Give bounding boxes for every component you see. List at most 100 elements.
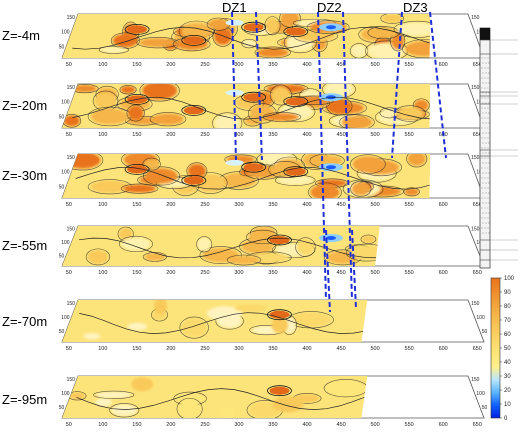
x-tick-label: 600 bbox=[439, 346, 448, 352]
dz1-right-trace bbox=[255, 11, 263, 161]
zone-label-dz3: DZ3 bbox=[403, 0, 428, 15]
value-blob bbox=[120, 86, 136, 94]
colorbar-tick-label: 40 bbox=[504, 360, 511, 366]
x-tick-label: 500 bbox=[371, 132, 380, 138]
x-tick-label: 250 bbox=[200, 132, 209, 138]
slice-data-area bbox=[62, 14, 431, 58]
log-layer bbox=[480, 28, 490, 40]
x-tick-label: 650 bbox=[473, 422, 482, 428]
value-peak bbox=[243, 163, 264, 172]
contour-line bbox=[85, 248, 111, 266]
contour-line bbox=[323, 379, 368, 398]
log-texture bbox=[484, 117, 486, 119]
x-tick-label: 350 bbox=[268, 422, 277, 428]
log-texture bbox=[487, 57, 489, 59]
log-texture bbox=[481, 177, 483, 179]
x-tick-label: 500 bbox=[371, 422, 380, 428]
y-tick-label: 100 bbox=[61, 30, 70, 36]
contour-line bbox=[360, 234, 377, 244]
depth-label-4m: Z=-4m bbox=[2, 28, 40, 43]
log-texture bbox=[481, 87, 483, 89]
contour-line bbox=[76, 388, 365, 410]
x-tick-label: 300 bbox=[234, 346, 243, 352]
x-tick-label: 650 bbox=[473, 132, 482, 138]
dz1-left-trace bbox=[231, 11, 237, 161]
log-texture bbox=[482, 152, 484, 154]
dz2-left-lower bbox=[325, 229, 331, 313]
x-tick-label: 550 bbox=[405, 202, 414, 208]
x-tick-label: 300 bbox=[234, 132, 243, 138]
y-tick-label: 100 bbox=[476, 391, 485, 397]
x-tick-label: 250 bbox=[200, 62, 209, 68]
x-tick-label: 350 bbox=[268, 346, 277, 352]
contour-line bbox=[75, 166, 431, 190]
log-texture bbox=[484, 87, 486, 89]
contour-line bbox=[254, 46, 291, 58]
value-peak bbox=[127, 25, 148, 34]
x-tick-label: 300 bbox=[234, 62, 243, 68]
value-peak bbox=[285, 97, 306, 106]
value-blob bbox=[208, 19, 229, 30]
log-texture bbox=[485, 152, 487, 154]
value-blob bbox=[145, 168, 178, 184]
value-peak bbox=[183, 176, 204, 185]
dz2-left-trace bbox=[317, 11, 327, 301]
zone-label-dz1: DZ1 bbox=[222, 0, 247, 15]
x-tick-label: 550 bbox=[405, 422, 414, 428]
x-tick-label: 250 bbox=[200, 346, 209, 352]
x-tick-label: 100 bbox=[98, 270, 107, 276]
y-tick-label: 150 bbox=[471, 377, 480, 383]
x-tick-label: 200 bbox=[166, 132, 175, 138]
log-texture bbox=[484, 157, 486, 159]
log-texture bbox=[481, 197, 483, 199]
value-blob bbox=[63, 115, 80, 127]
x-tick-label: 300 bbox=[234, 422, 243, 428]
x-tick-label: 400 bbox=[302, 270, 311, 276]
x-tick-label: 400 bbox=[302, 346, 311, 352]
value-blob bbox=[249, 402, 281, 418]
log-texture bbox=[484, 207, 486, 209]
log-texture bbox=[488, 162, 490, 164]
log-texture bbox=[485, 82, 487, 84]
contour-line bbox=[120, 183, 159, 194]
value-blob bbox=[229, 255, 259, 265]
log-texture bbox=[484, 137, 486, 139]
log-texture bbox=[487, 117, 489, 119]
log-texture bbox=[485, 142, 487, 144]
contour-line bbox=[109, 403, 140, 418]
x-tick-label: 600 bbox=[439, 202, 448, 208]
slice-6: 50 100 150 200 250 300 350 400 450 500 550 600 650 15… bbox=[59, 375, 488, 428]
contour-line bbox=[283, 26, 309, 38]
log-texture bbox=[481, 127, 483, 129]
log-texture bbox=[484, 187, 486, 189]
x-tick-label: 400 bbox=[302, 132, 311, 138]
value-blob bbox=[154, 300, 167, 315]
slice-4: 50 100 150 200 250 300 350 400 450 500 550 600 650 15… bbox=[59, 225, 488, 276]
colorbar-tick-label: 10 bbox=[504, 402, 511, 408]
x-tick-label: 300 bbox=[234, 270, 243, 276]
x-tick-label: 200 bbox=[166, 270, 175, 276]
x-tick-label: 100 bbox=[98, 202, 107, 208]
value-blob bbox=[123, 184, 156, 193]
x-tick-label: 100 bbox=[98, 132, 107, 138]
contour-line bbox=[181, 35, 207, 46]
log-texture bbox=[482, 162, 484, 164]
log-texture bbox=[488, 112, 490, 114]
y-tick-label: 50 bbox=[59, 44, 65, 50]
log-texture bbox=[485, 72, 487, 74]
value-peak bbox=[269, 386, 290, 395]
slice-data-area bbox=[62, 84, 431, 128]
value-blob bbox=[248, 231, 277, 243]
y-tick-label: 50 bbox=[59, 253, 65, 259]
colorbar-tick-label: 0 bbox=[504, 416, 508, 422]
log-texture bbox=[484, 177, 486, 179]
value-blob bbox=[396, 22, 431, 37]
log-texture bbox=[487, 187, 489, 189]
x-tick-label: 450 bbox=[336, 62, 345, 68]
log-texture bbox=[482, 192, 484, 194]
low-anomaly-core bbox=[326, 165, 337, 170]
log-texture bbox=[487, 227, 489, 229]
y-tick-label: 150 bbox=[471, 301, 480, 307]
log-texture bbox=[485, 132, 487, 134]
